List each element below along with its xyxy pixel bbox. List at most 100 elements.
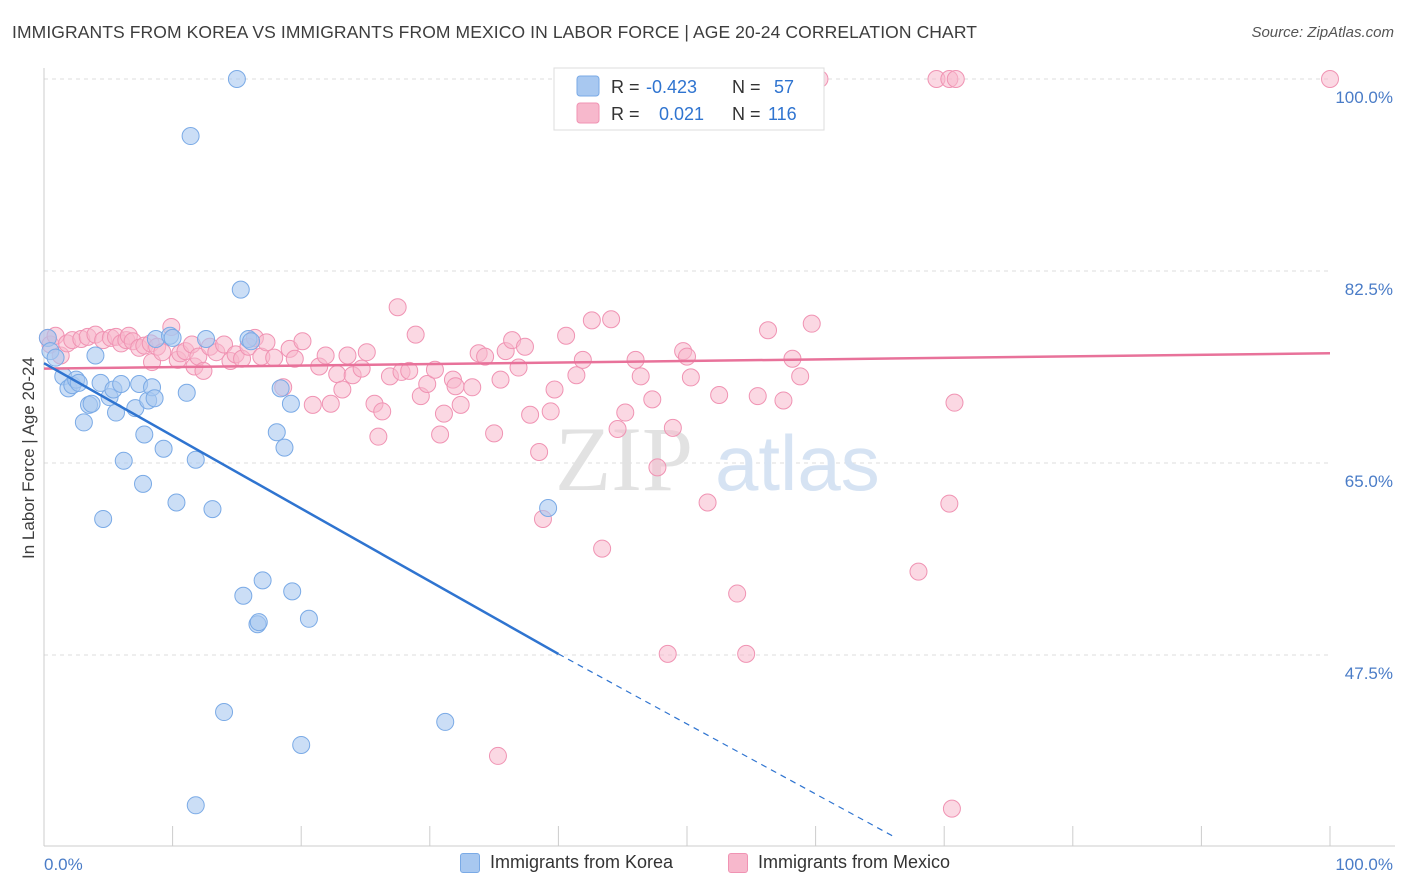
korea-point[interactable]	[82, 394, 101, 413]
korea-point[interactable]	[74, 413, 93, 432]
korea-point[interactable]	[242, 332, 261, 351]
mexico-point[interactable]	[698, 493, 717, 512]
mexico-point[interactable]	[373, 402, 392, 421]
korea-point[interactable]	[145, 389, 164, 408]
korea-point[interactable]	[134, 474, 153, 493]
korea-point[interactable]	[275, 438, 294, 457]
korea-point[interactable]	[86, 346, 105, 365]
mexico-point[interactable]	[333, 380, 352, 399]
korea-point[interactable]	[186, 796, 205, 815]
mexico-point[interactable]	[681, 368, 700, 387]
mexico-point[interactable]	[616, 403, 635, 422]
mexico-point[interactable]	[802, 314, 821, 333]
korea-point[interactable]	[436, 712, 455, 731]
mexico-point[interactable]	[678, 347, 696, 366]
mexico-point[interactable]	[521, 405, 540, 424]
mexico-point[interactable]	[316, 346, 335, 365]
mexico-point[interactable]	[485, 424, 504, 443]
korea-point[interactable]	[249, 613, 268, 632]
mexico-point[interactable]	[265, 348, 284, 367]
legend-item-mexico[interactable]: Immigrants from Mexico	[728, 852, 950, 873]
korea-point[interactable]	[227, 70, 246, 88]
mexico-point[interactable]	[1321, 70, 1339, 88]
mexico-point[interactable]	[446, 377, 465, 396]
korea-point[interactable]	[299, 609, 318, 628]
mexico-point[interactable]	[434, 404, 453, 423]
mexico-point[interactable]	[488, 746, 507, 765]
korea-point[interactable]	[114, 451, 133, 470]
korea-point[interactable]	[283, 582, 302, 601]
mexico-point[interactable]	[328, 365, 347, 384]
mexico-point[interactable]	[759, 321, 778, 340]
mexico-point[interactable]	[491, 370, 510, 389]
korea-point[interactable]	[281, 394, 300, 413]
korea-point[interactable]	[231, 280, 250, 299]
mexico-point[interactable]	[257, 333, 276, 352]
mexico-point[interactable]	[303, 395, 322, 414]
mexico-point[interactable]	[388, 298, 407, 317]
mexico-point[interactable]	[509, 358, 528, 377]
korea-point[interactable]	[203, 500, 222, 519]
mexico-point[interactable]	[593, 539, 612, 558]
mexico-point[interactable]	[557, 326, 576, 345]
korea-point[interactable]	[177, 383, 196, 402]
mexico-point[interactable]	[293, 332, 312, 351]
korea-point[interactable]	[253, 571, 272, 590]
korea-point[interactable]	[271, 379, 290, 398]
mexico-point[interactable]	[567, 366, 586, 385]
mexico-point[interactable]	[545, 380, 564, 399]
korea-point[interactable]	[292, 735, 311, 754]
mexico-point[interactable]	[400, 361, 419, 380]
mexico-point[interactable]	[728, 584, 747, 603]
mexico-point[interactable]	[631, 367, 650, 386]
legend-item-korea[interactable]: Immigrants from Korea	[460, 852, 673, 873]
mexico-point[interactable]	[643, 390, 662, 409]
mexico-point[interactable]	[909, 562, 928, 581]
mexico-point[interactable]	[357, 343, 376, 362]
mexico-point[interactable]	[582, 311, 601, 330]
mexico-point[interactable]	[608, 419, 627, 438]
mexico-point[interactable]	[321, 394, 340, 413]
mexico-point[interactable]	[463, 378, 482, 397]
mexico-point[interactable]	[352, 359, 371, 378]
mexico-point[interactable]	[285, 349, 304, 368]
mexico-point[interactable]	[942, 799, 961, 818]
mexico-point[interactable]	[663, 418, 682, 437]
mexico-point[interactable]	[602, 310, 621, 329]
korea-point[interactable]	[215, 703, 234, 722]
mexico-point[interactable]	[418, 375, 437, 394]
mexico-point[interactable]	[476, 347, 495, 366]
mexico-point[interactable]	[406, 325, 425, 344]
mexico-point[interactable]	[541, 402, 560, 421]
mexico-point[interactable]	[215, 335, 234, 354]
mexico-point[interactable]	[369, 427, 388, 446]
mexico-point[interactable]	[648, 458, 667, 477]
mexico-point[interactable]	[748, 387, 767, 406]
mexico-point[interactable]	[626, 350, 645, 369]
mexico-point[interactable]	[338, 346, 357, 365]
korea-point[interactable]	[539, 498, 558, 517]
mexico-point[interactable]	[451, 395, 470, 414]
mexico-point[interactable]	[515, 337, 534, 356]
korea-point[interactable]	[267, 423, 286, 442]
korea-point[interactable]	[197, 330, 216, 349]
korea-point[interactable]	[163, 328, 182, 347]
mexico-point[interactable]	[194, 361, 213, 380]
korea-point[interactable]	[112, 375, 131, 394]
mexico-point[interactable]	[710, 385, 729, 404]
korea-point[interactable]	[135, 425, 154, 444]
korea-point[interactable]	[181, 127, 200, 146]
korea-point[interactable]	[154, 439, 173, 458]
mexico-point[interactable]	[945, 393, 964, 412]
korea-point[interactable]	[46, 348, 65, 367]
mexico-point[interactable]	[774, 391, 793, 410]
korea-point[interactable]	[94, 509, 113, 528]
mexico-point[interactable]	[737, 644, 756, 663]
mexico-point[interactable]	[573, 350, 592, 369]
mexico-point[interactable]	[658, 644, 677, 663]
mexico-point[interactable]	[791, 367, 810, 386]
mexico-point[interactable]	[425, 360, 444, 379]
mexico-point[interactable]	[940, 494, 959, 513]
korea-point[interactable]	[234, 586, 253, 605]
korea-point[interactable]	[167, 493, 186, 512]
